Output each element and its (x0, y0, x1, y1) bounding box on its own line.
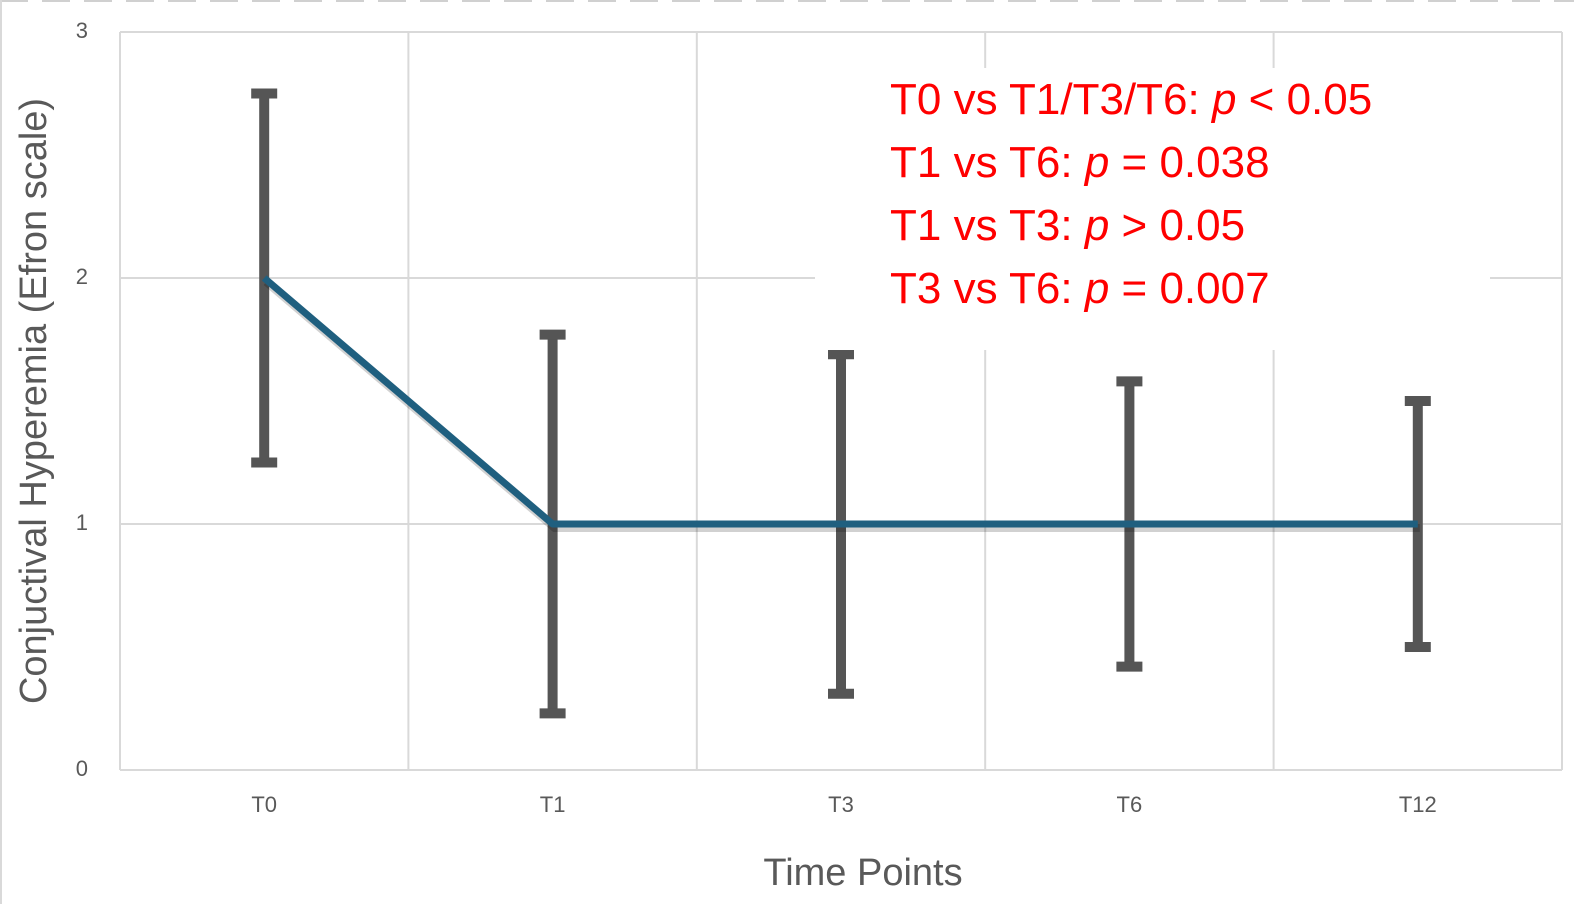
p-symbol: p (1083, 264, 1109, 313)
annotation-part: T3 vs T6: (890, 264, 1085, 313)
p-symbol: p (1210, 75, 1236, 124)
y-tick-label: 1 (76, 510, 88, 535)
x-tick-label: T6 (1117, 792, 1143, 817)
annotation-box (815, 68, 1490, 350)
y-tick-label: 3 (76, 18, 88, 43)
p-symbol: p (1083, 201, 1109, 250)
annotation-part: T0 vs T1/T3/T6: (890, 75, 1212, 124)
annotation-part: > 0.05 (1109, 201, 1245, 250)
x-tick-label: T0 (251, 792, 277, 817)
annotation-part: T1 vs T6: (890, 138, 1085, 187)
x-axis-label: Time Points (763, 852, 962, 894)
x-tick-label: T1 (540, 792, 566, 817)
annotation: T1 vs T6: p = 0.038 (890, 138, 1270, 187)
y-tick-label: 2 (76, 264, 88, 289)
annotation-part: T1 vs T3: (890, 201, 1085, 250)
x-tick-label: T3 (828, 792, 854, 817)
annotation: T0 vs T1/T3/T6: p < 0.05 (890, 75, 1372, 124)
annotation: T1 vs T3: p > 0.05 (890, 201, 1245, 250)
y-axis-label: Conjuctival Hyperemia (Efron scale) (13, 98, 55, 704)
annotation: T3 vs T6: p = 0.007 (890, 264, 1270, 313)
annotation-part: = 0.007 (1109, 264, 1269, 313)
x-tick-label: T12 (1399, 792, 1437, 817)
series-line (261, 275, 1418, 528)
p-symbol: p (1083, 138, 1109, 187)
annotation-part: < 0.05 (1236, 75, 1372, 124)
y-tick-label: 0 (76, 756, 88, 781)
annotation-part: = 0.038 (1109, 138, 1269, 187)
annotations: T0 vs T1/T3/T6: p < 0.05 T1 vs T6: p = 0.… (890, 75, 1372, 313)
marks (251, 88, 1431, 719)
